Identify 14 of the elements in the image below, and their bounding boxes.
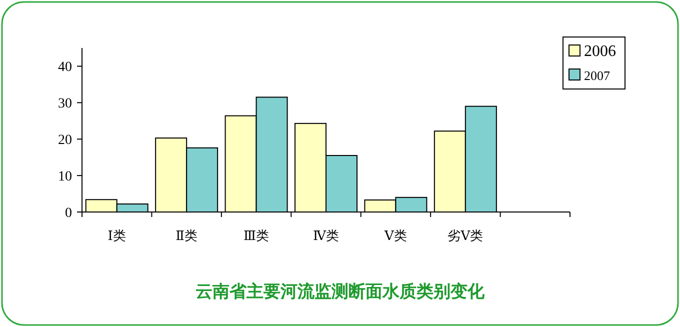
x-tick-label: Ⅳ类 xyxy=(313,228,339,243)
y-tick-label: 10 xyxy=(58,170,72,185)
x-tick-label: Ⅱ类 xyxy=(176,228,198,243)
text: 云南省主要河流监测断面水质类别变化 xyxy=(196,282,486,302)
x-tick-label: 劣Ⅴ类 xyxy=(448,228,484,243)
y-tick-label: 0 xyxy=(65,206,72,221)
x-tick-label: Ⅰ类 xyxy=(108,228,126,243)
y-tick-label: 20 xyxy=(58,133,72,148)
y-tick-label: 40 xyxy=(58,60,72,76)
legend-label: 2006 xyxy=(584,43,616,60)
legend-label: 2007 xyxy=(584,68,610,83)
y-tick-label: 30 xyxy=(58,96,72,112)
x-tick-label: Ⅴ类 xyxy=(384,228,407,243)
x-tick-label: Ⅲ类 xyxy=(244,228,270,243)
